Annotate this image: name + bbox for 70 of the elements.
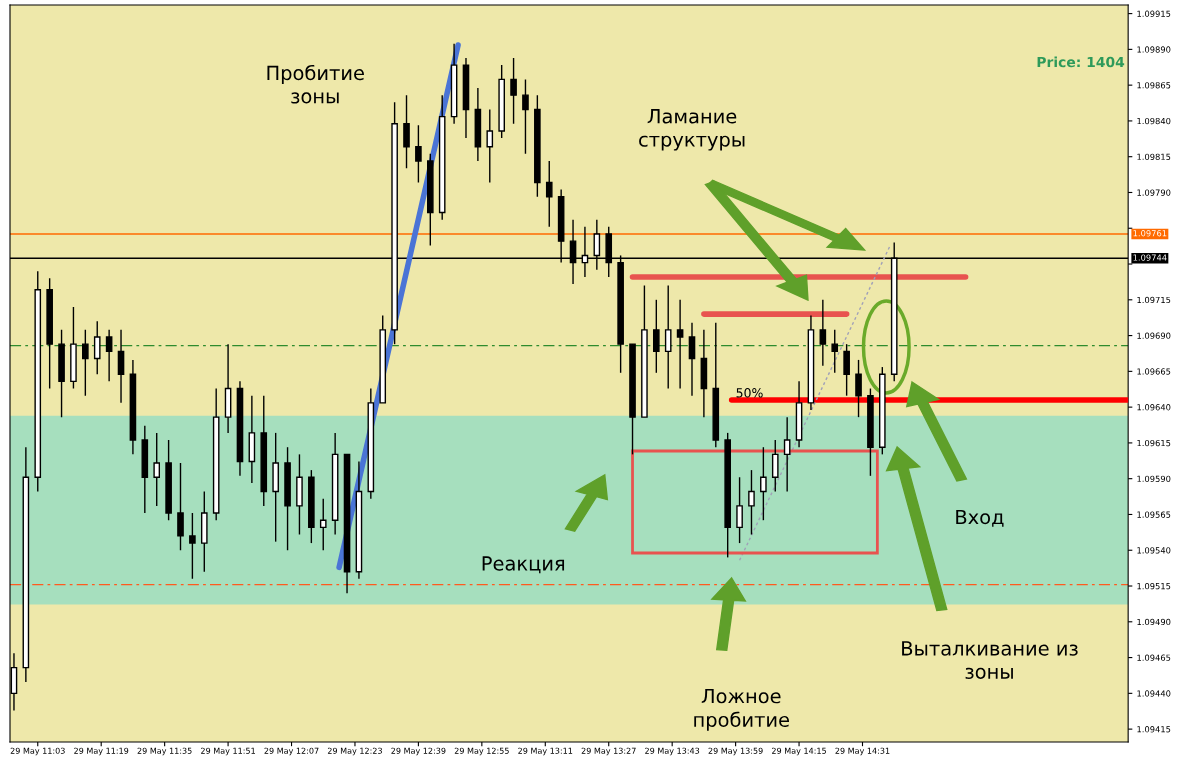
y-tick-label: 1.09415 <box>1137 726 1171 733</box>
x-tick-label: 29 May 13:27 <box>581 747 636 756</box>
candlestick <box>760 446 767 521</box>
annotation: Реакция <box>482 556 565 574</box>
y-tick-label: 1.09815 <box>1137 153 1171 160</box>
y-tick-label: 1.09440 <box>1137 690 1171 697</box>
annotation: Пробитие зоны <box>267 64 364 104</box>
y-tick-label: 1.09565 <box>1137 511 1171 518</box>
y-tick-label: 1.09865 <box>1137 82 1171 89</box>
x-tick-label: 29 May 11:19 <box>74 747 129 756</box>
y-tick-label: 1.09715 <box>1137 296 1171 304</box>
y-tick-label: 1.09640 <box>1137 404 1171 411</box>
candlestick <box>688 322 696 397</box>
candlestick <box>510 57 517 125</box>
candlestick <box>403 94 410 169</box>
x-tick-label: 29 May 12:39 <box>391 747 446 756</box>
candlestick <box>82 329 89 397</box>
candlestick <box>415 124 422 184</box>
y-tick-label: 1.09890 <box>1137 46 1171 53</box>
candlestick <box>652 299 660 374</box>
x-tick-label: 29 May 12:55 <box>454 747 509 756</box>
candlestick <box>486 108 494 184</box>
y-tick-label: 1.09915 <box>1137 10 1171 17</box>
y-tick-label: 1.09615 <box>1137 439 1171 447</box>
x-tick-label: 29 May 12:07 <box>264 747 319 756</box>
candlestick <box>117 329 125 404</box>
y-tick-label: 1.09515 <box>1137 583 1171 590</box>
x-tick-label: 29 May 11:03 <box>10 747 65 756</box>
candlestick <box>522 78 529 155</box>
candlestick <box>748 469 755 536</box>
y-tick-label: 1.09790 <box>1137 189 1171 196</box>
candlestick <box>153 432 161 507</box>
ref-line-label: 1.09744 <box>1133 254 1167 261</box>
annotation: Выталкивание из зоны <box>902 641 1078 679</box>
annotation: Вход <box>956 509 1004 527</box>
x-tick-label: 29 May 13:11 <box>518 747 573 756</box>
x-tick-label: 29 May 13:59 <box>708 747 763 756</box>
x-tick-label: 29 May 13:43 <box>645 747 700 756</box>
candlestick <box>819 299 827 367</box>
candlestick <box>855 359 862 418</box>
candlestick <box>831 329 839 374</box>
candlestick <box>676 299 684 390</box>
y-tick-label: 1.09665 <box>1137 368 1171 375</box>
candlestick <box>783 416 791 493</box>
candlestick <box>319 498 327 551</box>
candlestick <box>189 512 196 580</box>
y-tick-label: 1.09490 <box>1137 618 1171 626</box>
annotation: Price: 1404 <box>1037 56 1125 68</box>
annotation: Ложное пробитие <box>694 688 789 731</box>
y-tick-label: 1.09540 <box>1137 547 1171 554</box>
y-tick-label: 1.09840 <box>1137 117 1171 125</box>
x-tick-label: 29 May 11:35 <box>137 747 192 756</box>
x-tick-label: 29 May 12:23 <box>327 747 382 756</box>
y-tick-label: 1.09690 <box>1137 332 1171 339</box>
annotation: 50% <box>736 388 763 398</box>
candlestick <box>177 462 184 551</box>
y-tick-label: 1.09590 <box>1137 475 1171 482</box>
candlestick <box>843 343 850 397</box>
candlestick <box>105 329 113 383</box>
x-tick-label: 29 May 14:15 <box>772 747 826 756</box>
candlestick <box>93 320 101 375</box>
candlestick <box>664 284 672 390</box>
candlestick <box>736 476 743 544</box>
y-tick-label: 1.09465 <box>1137 654 1171 661</box>
annotation: Ламание структуры <box>639 109 745 151</box>
candlestick <box>771 439 779 493</box>
x-tick-label: 29 May 11:51 <box>201 747 255 756</box>
ref-line-label: 1.09761 <box>1133 230 1167 237</box>
candlestick <box>545 160 553 228</box>
x-tick-label: 29 May 14:31 <box>835 747 890 756</box>
